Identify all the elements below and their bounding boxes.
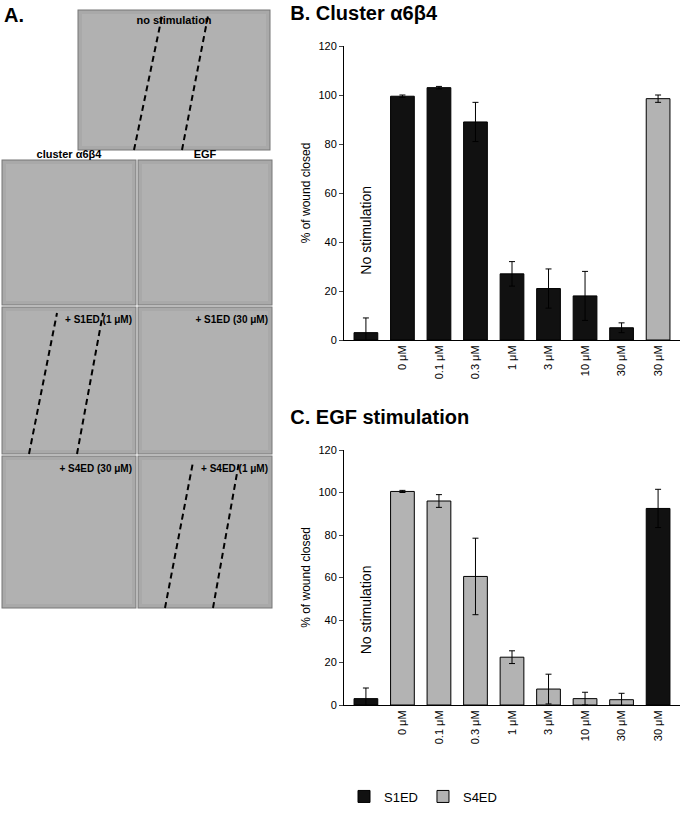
svg-text:30 μM: 30 μM	[615, 345, 627, 376]
svg-text:100: 100	[318, 486, 336, 498]
svg-text:EGF: EGF	[194, 148, 217, 160]
svg-text:S4ED: S4ED	[463, 790, 497, 805]
svg-text:60: 60	[325, 187, 337, 199]
svg-text:80: 80	[325, 138, 337, 150]
svg-text:0: 0	[331, 334, 337, 346]
svg-text:30 μM: 30 μM	[615, 710, 627, 741]
svg-text:+ S1ED (30 μM): + S1ED (30 μM)	[195, 314, 268, 325]
svg-text:100: 100	[318, 89, 336, 101]
svg-text:A.: A.	[4, 4, 24, 26]
svg-text:0.1 μM: 0.1 μM	[433, 345, 445, 379]
svg-text:C. EGF stimulation: C. EGF stimulation	[290, 406, 469, 428]
svg-text:+ S4ED (30 μM): + S4ED (30 μM)	[59, 463, 132, 474]
svg-text:No stimulation: No stimulation	[358, 566, 374, 655]
svg-text:30 μM: 30 μM	[652, 345, 664, 376]
svg-text:20: 20	[325, 285, 337, 297]
svg-text:0.3 μM: 0.3 μM	[469, 710, 481, 744]
svg-text:3 μM: 3 μM	[542, 345, 554, 370]
svg-text:10 μM: 10 μM	[579, 710, 591, 741]
svg-text:80: 80	[325, 529, 337, 541]
svg-text:0.1 μM: 0.1 μM	[433, 710, 445, 744]
svg-text:0 μM: 0 μM	[396, 710, 408, 735]
svg-text:0: 0	[331, 699, 337, 711]
svg-text:% of wound closed: % of wound closed	[299, 143, 313, 244]
svg-text:B. Cluster α6β4: B. Cluster α6β4	[290, 2, 438, 24]
svg-text:no stimulation: no stimulation	[136, 14, 211, 26]
svg-text:120: 120	[318, 40, 336, 52]
svg-text:S1ED: S1ED	[384, 790, 418, 805]
svg-text:cluster α6β4: cluster α6β4	[37, 148, 103, 160]
svg-text:% of wound closed: % of wound closed	[299, 527, 313, 628]
svg-text:40: 40	[325, 236, 337, 248]
svg-text:30 μM: 30 μM	[652, 710, 664, 741]
svg-text:1 μM: 1 μM	[506, 710, 518, 735]
svg-text:60: 60	[325, 571, 337, 583]
svg-text:120: 120	[318, 444, 336, 456]
svg-text:40: 40	[325, 614, 337, 626]
svg-text:10 μM: 10 μM	[579, 345, 591, 376]
svg-text:+ S1ED (1 μM): + S1ED (1 μM)	[65, 314, 132, 325]
svg-text:+ S4ED (1 μM): + S4ED (1 μM)	[201, 463, 268, 474]
svg-text:0.3 μM: 0.3 μM	[469, 345, 481, 379]
svg-text:20: 20	[325, 656, 337, 668]
svg-text:3 μM: 3 μM	[542, 710, 554, 735]
svg-text:0 μM: 0 μM	[396, 345, 408, 370]
svg-text:1 μM: 1 μM	[506, 345, 518, 370]
svg-text:No stimulation: No stimulation	[358, 186, 374, 275]
